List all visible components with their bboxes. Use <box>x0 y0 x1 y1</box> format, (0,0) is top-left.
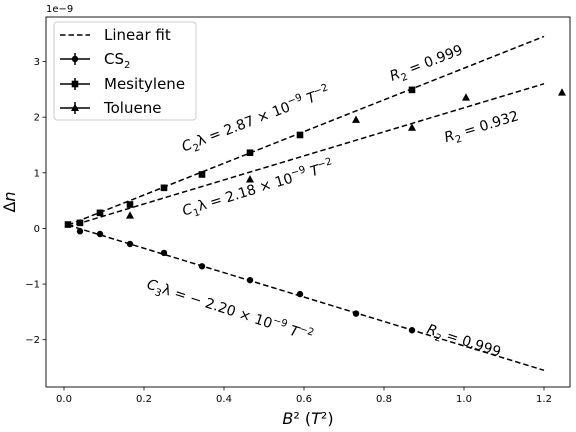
data-point <box>126 201 134 208</box>
y-tick-label: 0 <box>34 224 40 235</box>
x-tick-label: 0.6 <box>296 394 312 405</box>
legend-box <box>53 21 197 121</box>
x-tick-label: 1.0 <box>456 394 472 405</box>
data-point <box>246 175 254 183</box>
data-point <box>76 219 84 227</box>
plot-frame <box>45 16 571 388</box>
data-point <box>462 93 470 101</box>
data-point <box>96 230 104 238</box>
legend: Linear fit CS2 Mesitylene Toluene <box>53 21 197 121</box>
data-point <box>126 211 134 219</box>
x-tick-label: 0.8 <box>376 394 392 405</box>
data-point <box>408 86 416 94</box>
data-point <box>160 184 168 192</box>
x-tick-label: 0.0 <box>56 394 72 405</box>
data-point <box>198 171 206 178</box>
fit-line <box>67 35 545 226</box>
legend-marker <box>71 80 79 88</box>
y-tick-label: −2 <box>25 335 40 346</box>
y-tick-label: −1 <box>25 280 40 291</box>
data-point <box>296 290 304 298</box>
data-point <box>246 276 254 284</box>
data-point <box>96 209 104 217</box>
x-tick-label: 0.2 <box>136 394 152 405</box>
fit-line <box>67 224 545 372</box>
data-point <box>558 88 566 96</box>
data-point <box>64 221 72 228</box>
x-tick-label: 1.2 <box>536 394 552 405</box>
y-tick-label: 3 <box>34 57 40 68</box>
y-axis-label: Δn <box>0 191 19 212</box>
data-point <box>126 240 134 248</box>
data-point <box>160 249 168 257</box>
data-point <box>352 310 360 317</box>
data-point <box>198 263 206 270</box>
legend-marker <box>71 55 79 63</box>
data-point <box>296 131 304 139</box>
fit-line <box>67 83 545 228</box>
plot-marks <box>64 35 566 372</box>
legend-label: Mesitylene <box>104 75 185 93</box>
legend-label: Linear fit <box>104 26 171 44</box>
y-scale-label: 1e−9 <box>46 4 73 15</box>
y-tick-label: 1 <box>34 168 40 179</box>
data-point <box>408 123 416 131</box>
data-point <box>246 149 254 157</box>
legend-label: CS2 <box>104 50 130 71</box>
data-point <box>408 327 416 334</box>
y-tick-label: 2 <box>34 113 40 124</box>
x-axis-label: B² (T²) <box>282 409 333 428</box>
axis-ticks: 0.0 0.2 0.4 0.6 0.8 1.0 1.2 −2 −1 0 1 2 3 <box>25 57 552 405</box>
data-point <box>76 228 84 235</box>
legend-label: Toluene <box>103 99 161 117</box>
x-tick-label: 0.4 <box>216 394 232 405</box>
legend-marker <box>71 103 79 111</box>
data-point <box>352 115 360 123</box>
